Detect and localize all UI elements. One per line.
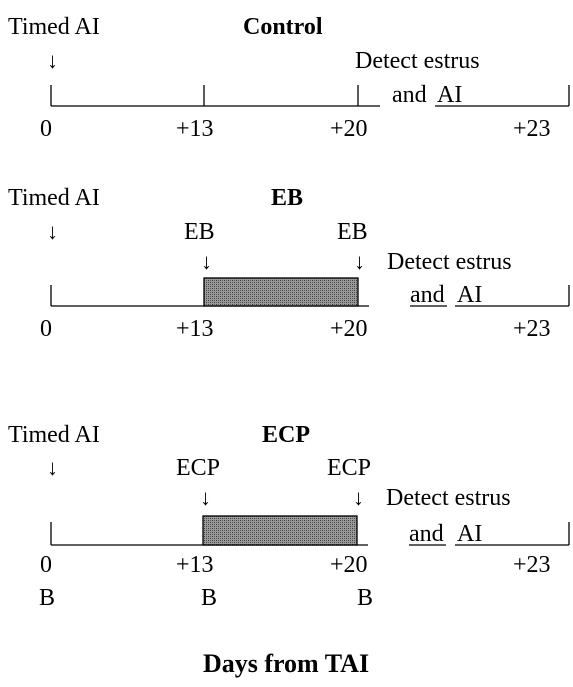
bleed-label-day-0: B	[39, 585, 55, 611]
detect-estrus-label: Detect estrus	[387, 249, 512, 275]
and-label: and	[392, 82, 427, 108]
bleed-label-day-20: B	[357, 585, 373, 611]
ai-label: AI	[457, 521, 482, 547]
timed-ai-label: Timed AI	[8, 422, 100, 448]
treatment-arrow-day-13-icon: ↓	[201, 249, 212, 274]
tick-label-20: +20	[330, 116, 368, 142]
timed-ai-label: Timed AI	[8, 185, 100, 211]
tick-label-23: +23	[513, 316, 551, 342]
tick-label-0: 0	[40, 116, 52, 142]
timed-ai-label: Timed AI	[8, 14, 100, 40]
and-label: and	[409, 521, 444, 547]
tick-label-20: +20	[330, 552, 368, 578]
tick-label-0: 0	[40, 316, 52, 342]
tick-label-23: +23	[513, 552, 551, 578]
treatment-label-day-13: EB	[184, 219, 215, 245]
axis-title: Days from TAI	[203, 649, 369, 678]
treatment-arrow-day-13-icon: ↓	[200, 485, 211, 510]
bleed-label-day-13: B	[201, 585, 217, 611]
treatment-period-bar	[203, 277, 359, 307]
panel-title: ECP	[262, 422, 310, 448]
tick-label-20: +20	[330, 316, 368, 342]
timed-ai-arrow-icon: ↓	[47, 219, 58, 244]
tick-label-13: +13	[176, 552, 214, 578]
panel-title: EB	[271, 185, 303, 211]
tick-label-0: 0	[40, 552, 52, 578]
detect-estrus-label: Detect estrus	[355, 48, 480, 74]
ai-label: AI	[457, 282, 482, 308]
treatment-period-bar	[202, 515, 358, 546]
tick-label-23: +23	[513, 116, 551, 142]
treatment-label-day-20: ECP	[327, 455, 371, 481]
ai-label: AI	[437, 82, 462, 108]
tick-label-13: +13	[176, 316, 214, 342]
treatment-arrow-day-20-icon: ↓	[353, 485, 364, 510]
treatment-label-day-13: ECP	[176, 455, 220, 481]
panel-eb: Timed AI EB ↓ EB EB ↓ ↓ Detect estrus an…	[8, 185, 570, 342]
panel-title: Control	[243, 14, 323, 40]
detect-estrus-label: Detect estrus	[386, 485, 511, 511]
treatment-arrow-day-20-icon: ↓	[354, 249, 365, 274]
and-label: and	[410, 282, 445, 308]
panel-ecp: Timed AI ECP ↓ ECP ECP ↓ ↓ Detect estrus…	[8, 422, 570, 611]
treatment-label-day-20: EB	[337, 219, 368, 245]
tick-label-13: +13	[176, 116, 214, 142]
timed-ai-arrow-icon: ↓	[47, 455, 58, 480]
panel-control: Timed AI Control ↓ Detect estrus and AI …	[8, 14, 570, 142]
timed-ai-arrow-icon: ↓	[47, 48, 58, 73]
